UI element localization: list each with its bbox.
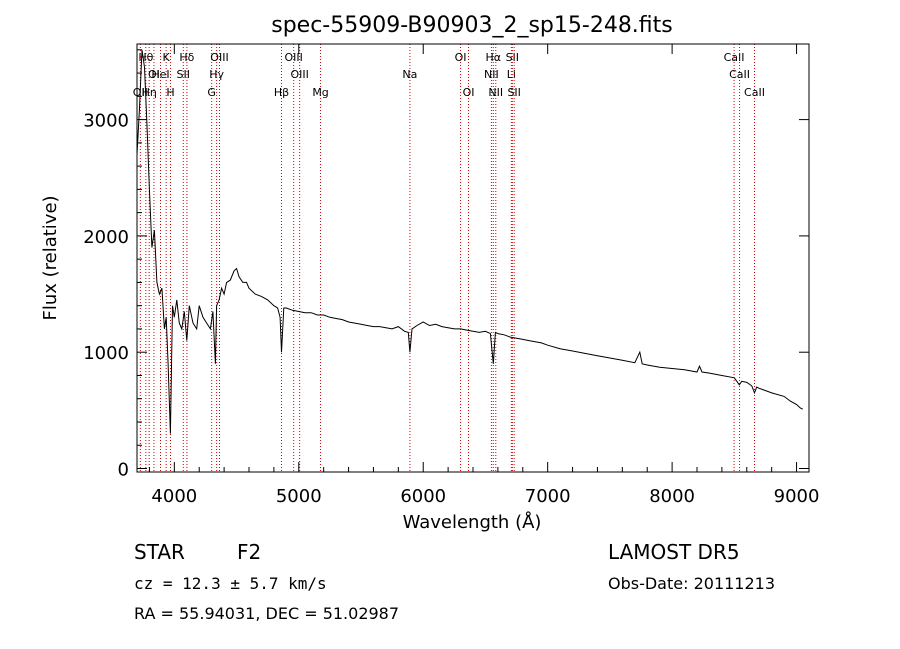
x-tick-label: 5000	[276, 486, 322, 507]
x-axis-label: Wavelength (Å)	[403, 511, 542, 533]
marker-label: Hδ	[179, 51, 194, 64]
marker-label: HeI	[151, 68, 169, 81]
redshift-value: cz = 12.3 ± 5.7 km/s	[134, 574, 327, 593]
marker-label: SII	[177, 68, 190, 81]
spectrum-line	[136, 49, 804, 434]
marker-label: CaII	[729, 68, 750, 81]
marker-label: Hα	[486, 51, 502, 64]
object-subclass: F2	[237, 540, 262, 564]
marker-label: Li	[507, 68, 516, 81]
x-tick-label: 4000	[151, 486, 197, 507]
marker-label: OIII	[210, 51, 228, 64]
y-tick-label: 3000	[83, 111, 129, 132]
coordinates: RA = 55.94031, DEC = 51.02987	[134, 604, 400, 623]
chart-title: spec-55909-B90903_2_sp15-248.fits	[271, 13, 673, 38]
y-tick-label: 1000	[83, 343, 129, 364]
y-tick-label: 2000	[83, 227, 129, 248]
object-class: STAR	[134, 540, 185, 564]
x-tick-label: 9000	[774, 486, 820, 507]
y-axis-label: Flux (relative)	[40, 195, 61, 320]
marker-label: K	[163, 51, 171, 64]
marker-label: OIII	[290, 68, 308, 81]
marker-label: Na	[402, 68, 417, 81]
marker-label: SII	[507, 86, 520, 99]
marker-label: NII	[484, 68, 499, 81]
marker-label: OI	[148, 68, 160, 81]
marker-label: NII	[488, 86, 503, 99]
x-axis: 4000 5000 6000 7000 8000 9000	[148, 44, 820, 507]
marker-label: G	[207, 86, 216, 99]
marker-label: CaII	[744, 86, 765, 99]
survey-name: LAMOST DR5	[608, 540, 740, 564]
marker-label: CaII	[724, 51, 745, 64]
obs-date: Obs-Date: 20111213	[608, 574, 776, 593]
spectral-line-markers: HθHηOIIOIHeIKHHδSIIGHγOIIIHβOIIIOIIIMgNa…	[133, 44, 765, 472]
marker-label: H	[166, 86, 174, 99]
marker-label: Mg	[312, 86, 328, 99]
marker-label: OIII	[284, 51, 302, 64]
marker-label: Hβ	[274, 86, 289, 99]
x-tick-label: 8000	[649, 486, 695, 507]
marker-label: Hγ	[209, 68, 224, 81]
marker-label: SII	[506, 51, 519, 64]
x-tick-label: 7000	[525, 486, 571, 507]
marker-label: OI	[455, 51, 467, 64]
x-tick-label: 6000	[400, 486, 446, 507]
y-tick-label: 0	[118, 460, 129, 481]
plot-frame	[136, 43, 810, 473]
marker-label: OI	[463, 86, 475, 99]
y-axis: 0 1000 2000 3000	[83, 49, 809, 481]
